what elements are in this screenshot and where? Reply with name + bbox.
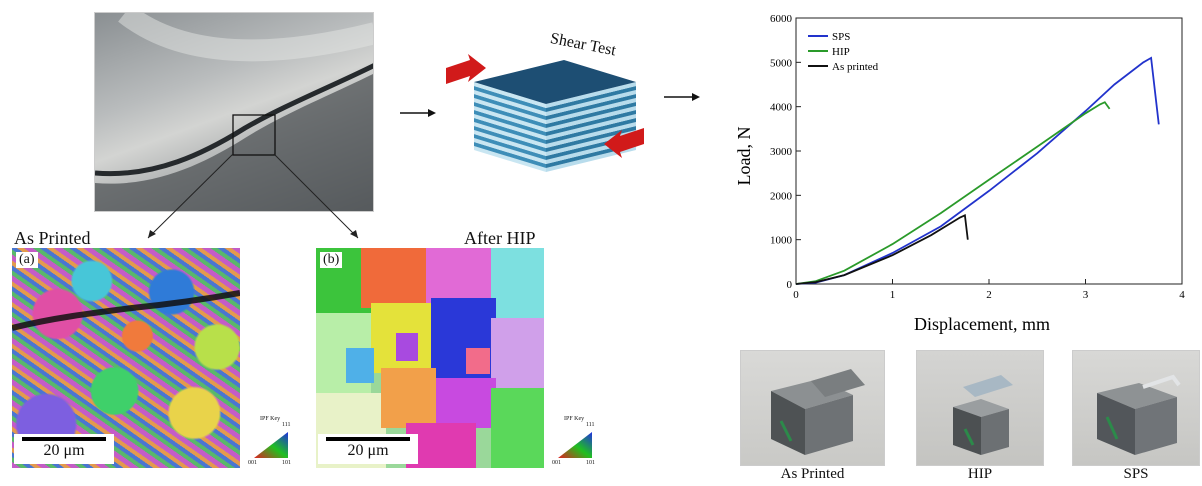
block-layer-left <box>474 118 546 144</box>
block-layer-right <box>546 110 636 136</box>
ebsd-map-after-hip: (b) 20 μm <box>316 248 544 468</box>
x-tick-label: 2 <box>986 289 992 301</box>
series-line-as-printed <box>795 213 969 285</box>
series-line-hip <box>795 101 1111 285</box>
block-layer-left <box>474 146 546 172</box>
y-tick-label: 3000 <box>770 146 793 158</box>
sample-hip: HIP <box>916 350 1044 484</box>
ipf-key-left-corner-111: 111 <box>282 422 291 428</box>
y-tick-label: 1000 <box>770 235 793 247</box>
block-layer-left <box>474 134 546 160</box>
sample-caption-as-printed: As Printed <box>780 466 845 482</box>
chart-legend: SPS HIP As printed <box>808 31 879 73</box>
block-layer-right <box>546 126 636 152</box>
block-layer-right <box>546 90 636 116</box>
block-layer-left <box>474 82 546 108</box>
block-layer-right <box>546 82 636 108</box>
y-tick-label: 0 <box>787 279 793 291</box>
y-tick-label: 5000 <box>770 57 793 69</box>
block-layer-right <box>546 106 636 132</box>
x-tick-label: 1 <box>890 289 896 301</box>
ipf-key-left-corner-001: 001 <box>248 460 257 466</box>
series-line-sps <box>795 56 1160 285</box>
block-layer-right <box>546 86 636 112</box>
block-layer-right <box>546 94 636 120</box>
legend-entry: As printed <box>832 61 879 73</box>
ebsd-left-panel-label: (a) <box>16 252 38 268</box>
ipf-key-right: IPF Key 001 101 111 <box>552 416 596 468</box>
ebsd-map-as-printed: (a) 20 μm <box>12 248 240 468</box>
block-layer-left <box>474 94 546 120</box>
y-tick-label: 4000 <box>770 102 793 114</box>
sample-sps: SPS <box>1072 350 1200 484</box>
fracture-surface-icon <box>95 13 373 211</box>
ebsd-right-scale-label: 20 μm <box>347 442 389 459</box>
shear-test-diagram: Shear Test <box>440 20 650 190</box>
block-layer-right <box>546 122 636 148</box>
sample-as-printed: As Printed <box>740 350 885 484</box>
ipf-key-left: IPF Key 001 101 111 <box>248 416 292 468</box>
block-layer-left <box>474 102 546 128</box>
ebsd-left-scale-label: 20 μm <box>43 442 85 459</box>
plot-frame <box>795 17 1183 285</box>
y-tick-label: 6000 <box>770 13 793 25</box>
ebsd-map-overlay <box>12 290 240 331</box>
block-layer-left <box>474 86 546 112</box>
ipf-key-right-corner-001: 001 <box>552 460 561 466</box>
block-layer-right <box>546 98 636 124</box>
x-axis-label: Displacement, mm <box>914 314 1050 334</box>
ipf-key-right-corner-111: 111 <box>586 422 595 428</box>
ebsd-right-panel-label: (b) <box>320 252 343 268</box>
sample-caption-hip: HIP <box>967 466 993 482</box>
sample-cube-photo-icon <box>740 350 885 466</box>
x-tick-label: 4 <box>1179 289 1185 301</box>
ebsd-right-title: After HIP <box>464 228 536 248</box>
block-layer-right <box>546 102 636 128</box>
block-layer-right <box>546 146 636 172</box>
block-layer-left <box>474 138 546 164</box>
macro-fracture-photo <box>94 12 374 212</box>
ipf-triangle-icon <box>558 432 592 458</box>
block-layer-left <box>474 126 546 152</box>
ebsd-right-scale-bar <box>326 437 410 441</box>
sample-cube-photo-icon <box>916 350 1044 466</box>
chart-axes: 0 1 2 3 4 0 1000 2000 3000 4000 5000 6000 <box>770 13 1185 301</box>
block-layer-left <box>474 110 546 136</box>
block-layer-left <box>474 130 546 156</box>
ebsd-right-scale-box: 20 μm <box>318 434 418 464</box>
ipf-key-left-label: IPF Key <box>260 416 281 422</box>
ipf-triangle-icon <box>254 432 288 458</box>
block-layer-left <box>474 106 546 132</box>
legend-entry: HIP <box>832 46 850 58</box>
block-layer-left <box>474 98 546 124</box>
ebsd-left-scale-bar <box>22 437 106 441</box>
chart-series <box>795 56 1160 285</box>
x-tick-label: 3 <box>1083 289 1089 301</box>
sample-cube-photo-icon <box>1072 350 1200 466</box>
sample-caption-sps: SPS <box>1123 466 1149 482</box>
legend-entry: SPS <box>832 31 850 43</box>
ipf-key-right-label: IPF Key <box>564 416 585 422</box>
load-displacement-chart: 0 1 2 3 4 0 1000 2000 3000 4000 5000 6000 SPS HIP As … <box>734 13 1185 334</box>
ebsd-left-scale-box: 20 μm <box>14 434 114 464</box>
block-layer-right <box>546 130 636 156</box>
block-layer-left <box>474 142 546 168</box>
ipf-key-right-corner-101: 101 <box>586 460 595 466</box>
block-layer-left <box>474 90 546 116</box>
block-layer-right <box>546 114 636 140</box>
block-layer-right <box>546 118 636 144</box>
y-tick-label: 2000 <box>770 190 793 202</box>
ipf-key-left-corner-101: 101 <box>282 460 291 466</box>
block-layer-left <box>474 114 546 140</box>
y-axis-label: Load, N <box>734 127 754 186</box>
ebsd-left-title: As Printed <box>14 228 91 248</box>
hip-grain-map <box>316 248 544 468</box>
block-layer-left <box>474 122 546 148</box>
x-tick-label: 0 <box>793 289 799 301</box>
layered-block-icon <box>446 54 644 172</box>
